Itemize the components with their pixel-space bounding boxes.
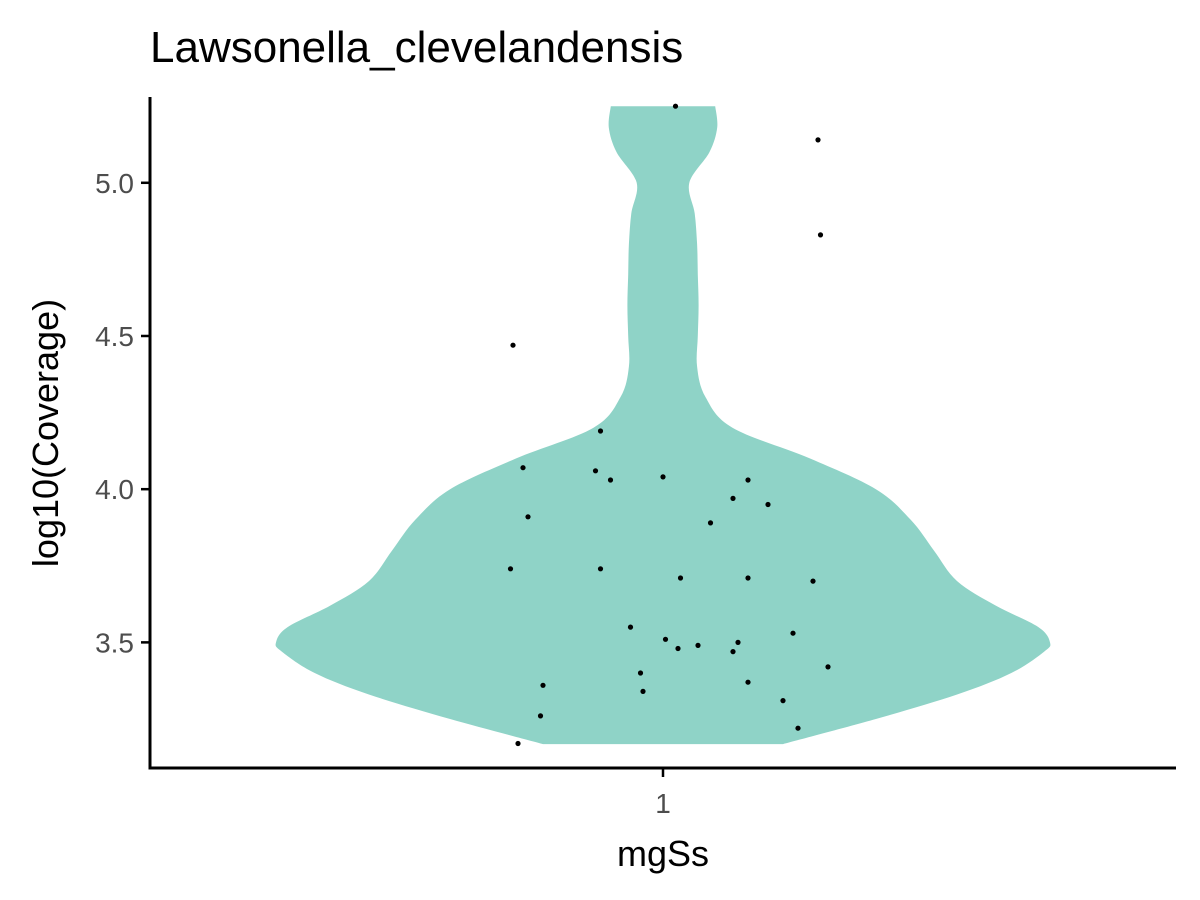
y-axis-title: log10(Coverage)	[25, 299, 66, 567]
y-tick-label: 4.0	[95, 474, 134, 505]
data-point	[515, 740, 521, 747]
data-point	[745, 679, 751, 685]
data-point	[672, 103, 679, 109]
x-axis-title: mgSs	[617, 833, 709, 874]
data-point	[537, 713, 544, 719]
y-tick-label: 5.0	[95, 168, 134, 199]
data-point	[810, 578, 816, 584]
data-point	[520, 465, 526, 471]
data-point	[607, 477, 614, 483]
data-point	[745, 477, 751, 483]
data-point	[662, 636, 669, 642]
data-point	[660, 474, 666, 480]
data-point	[790, 630, 796, 636]
violin-body	[275, 106, 1051, 745]
x-ticks: 1	[655, 768, 671, 819]
data-point	[540, 682, 546, 688]
data-point	[765, 501, 771, 508]
data-point	[735, 639, 741, 646]
data-point	[730, 495, 736, 501]
data-point	[640, 688, 646, 695]
data-point	[825, 664, 831, 670]
data-point	[677, 575, 684, 581]
data-point	[815, 137, 821, 143]
chart-title: Lawsonella_clevelandensis	[150, 23, 683, 72]
x-tick-label: 1	[655, 788, 671, 819]
data-point	[817, 232, 824, 238]
data-point	[730, 649, 736, 655]
data-point	[637, 670, 644, 676]
y-ticks: 3.5 4.0 4.5 5.0	[95, 168, 150, 658]
data-point	[675, 645, 681, 652]
points-layer	[507, 103, 831, 747]
data-point	[627, 624, 634, 630]
data-point	[707, 520, 714, 526]
data-point	[597, 566, 604, 572]
data-point	[592, 468, 599, 474]
data-point	[507, 566, 514, 572]
y-tick-label: 4.5	[95, 321, 134, 352]
data-point	[780, 698, 786, 704]
data-point	[745, 575, 751, 581]
data-point	[597, 428, 604, 434]
data-point	[695, 642, 701, 649]
y-tick-label: 3.5	[95, 627, 134, 658]
data-point	[510, 342, 516, 348]
data-point	[795, 725, 801, 731]
data-point	[525, 514, 531, 520]
